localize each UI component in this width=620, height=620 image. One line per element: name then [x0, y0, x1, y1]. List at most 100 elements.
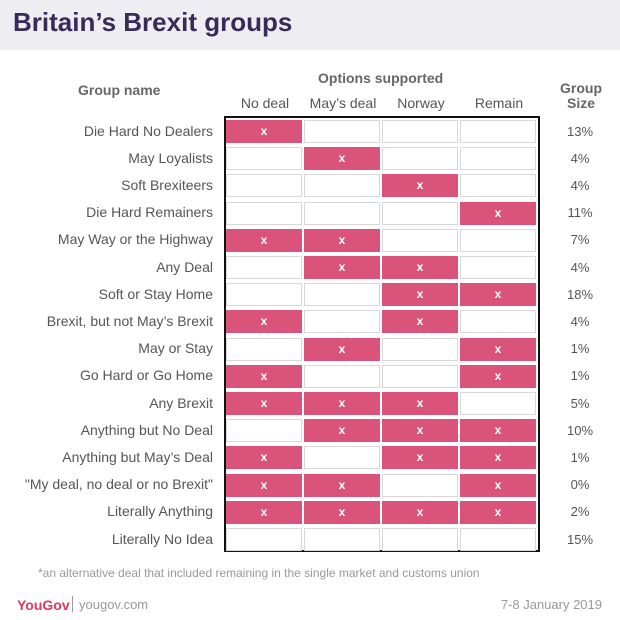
option-empty-cell [382, 201, 458, 225]
option-empty-cell [460, 392, 536, 415]
option-supported-mark: x [460, 364, 536, 388]
option-supported-mark: x [382, 310, 458, 334]
option-supported-mark: x [304, 147, 380, 171]
group-size: 10% [566, 422, 594, 438]
option-empty-cell [304, 528, 380, 551]
option-supported-mark: x [460, 446, 536, 470]
option-empty-cell [226, 147, 302, 171]
option-supported-mark: x [226, 392, 302, 415]
group-size: 13% [566, 123, 594, 139]
option-empty-cell [226, 174, 302, 198]
footnote: *an alternative deal that included remai… [38, 566, 480, 580]
group-name: Any Deal [156, 258, 213, 275]
option-supported-mark: x [460, 473, 536, 497]
option-empty-cell [460, 256, 536, 279]
group-name: Literally No Idea [111, 530, 213, 547]
group-name: Anything but May’s Deal [62, 448, 213, 465]
option-empty-cell [460, 528, 536, 551]
group-name: Go Hard or Go Home [79, 367, 213, 384]
group-size: 4% [570, 313, 590, 329]
option-empty-cell [382, 337, 458, 361]
option-empty-cell [304, 364, 380, 388]
option-supported-mark: x [382, 419, 458, 443]
option-supported-mark: x [226, 473, 302, 497]
option-supported-mark: x [382, 500, 458, 524]
option-empty-cell [226, 256, 302, 279]
option-empty-cell [226, 337, 302, 361]
option-supported-mark: x [304, 337, 380, 361]
option-supported-mark: x [460, 283, 536, 307]
group-name: Soft Brexiteers [121, 176, 213, 193]
option-supported-mark: x [382, 256, 458, 279]
group-name: Soft or Stay Home [98, 285, 213, 302]
group-size: 4% [570, 259, 590, 275]
option-empty-cell [382, 120, 458, 143]
option-empty-cell [382, 473, 458, 497]
option-supported-mark: x [304, 500, 380, 524]
group-size-header: Group Size [560, 80, 602, 111]
group-size: 1% [570, 368, 590, 384]
option-empty-cell [382, 528, 458, 551]
option-supported-mark: x [304, 256, 380, 279]
option-empty-cell [304, 283, 380, 307]
group-name: Literally Anything [107, 503, 213, 520]
option-empty-cell [460, 147, 536, 171]
option-supported-mark: x [382, 174, 458, 198]
option-supported-mark: x [460, 337, 536, 361]
option-supported-mark: x [226, 120, 302, 143]
option-supported-mark: x [226, 446, 302, 470]
option-empty-cell [304, 446, 380, 470]
group-name: "My deal, no deal or no Brexit" [24, 476, 213, 493]
group-size: 15% [566, 531, 594, 547]
group-size: 7% [570, 232, 590, 248]
option-empty-cell [226, 201, 302, 225]
group-size: 18% [566, 286, 594, 302]
title-bar: Britain’s Brexit groups [0, 0, 620, 50]
option-supported-mark: x [226, 310, 302, 334]
chart-title: Britain’s Brexit groups [13, 7, 293, 37]
column-label: No deal [240, 95, 290, 111]
group-size: 5% [570, 395, 590, 411]
option-empty-cell [304, 310, 380, 334]
group-size: 2% [570, 504, 590, 520]
group-name: May or Stay [138, 340, 213, 357]
group-size: 4% [570, 150, 590, 166]
column-label: Remain [474, 95, 524, 111]
option-empty-cell [304, 120, 380, 143]
option-empty-cell [226, 283, 302, 307]
option-empty-cell [304, 201, 380, 225]
group-size: 4% [570, 177, 590, 193]
group-name-header: Group name [78, 82, 161, 98]
option-supported-mark: x [382, 446, 458, 470]
option-empty-cell [226, 528, 302, 551]
option-supported-mark: x [304, 473, 380, 497]
option-supported-mark: x [460, 201, 536, 225]
group-name: May Way or the Highway [57, 231, 213, 248]
option-supported-mark: x [382, 283, 458, 307]
option-empty-cell [460, 228, 536, 252]
option-empty-cell [460, 310, 536, 334]
option-supported-mark: x [382, 392, 458, 415]
option-supported-mark: x [304, 228, 380, 252]
column-label: May’s deal [309, 95, 377, 111]
yougov-logo: YouGov [17, 597, 70, 613]
source-url: yougov.com [79, 597, 149, 612]
option-empty-cell [226, 419, 302, 443]
option-supported-mark: x [226, 364, 302, 388]
option-empty-cell [304, 174, 380, 198]
option-empty-cell [382, 147, 458, 171]
option-supported-mark: x [460, 500, 536, 524]
option-empty-cell [382, 364, 458, 388]
group-name: Brexit, but not May’s Brexit [46, 312, 213, 329]
option-supported-mark: x [226, 228, 302, 252]
option-supported-mark: x [304, 392, 380, 415]
group-size: 1% [570, 449, 590, 465]
option-supported-mark: x [226, 500, 302, 524]
option-empty-cell [382, 228, 458, 252]
group-name: Anything but No Deal [80, 421, 213, 438]
options-supported-header: Options supported [318, 70, 444, 86]
option-empty-cell [460, 174, 536, 198]
option-supported-mark: x [460, 419, 536, 443]
option-empty-cell [460, 120, 536, 143]
